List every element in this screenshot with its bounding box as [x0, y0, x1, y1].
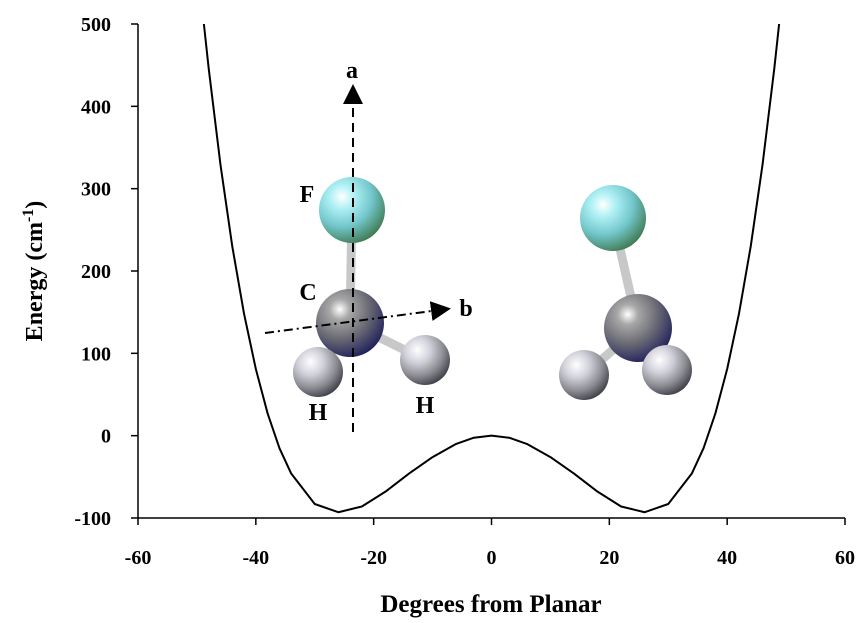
annotation: F [300, 182, 315, 208]
plot-area [203, 14, 780, 512]
x-tick-label: 0 [487, 547, 497, 569]
y-tick-label: 200 [81, 261, 111, 283]
chart: -100 0 100 200 300 400 500 -60 -40 -20 0 20 40 60 a b… [0, 0, 860, 623]
y-axis-title: Energy (cm-1) [20, 201, 48, 342]
axes: -100 0 100 200 300 400 500 -60 -40 -20 0 20 40 60 [74, 14, 855, 569]
annotation: C [299, 280, 316, 306]
y-tick-label: 100 [81, 343, 111, 365]
atom-f [580, 185, 646, 251]
y-axis-title-sup: -1 [20, 209, 37, 222]
y-tick-label: -100 [74, 508, 111, 530]
y-tick-label: 0 [101, 426, 111, 448]
x-axis-title: Degrees from Planar [380, 591, 601, 618]
x-tick-label: -40 [242, 547, 269, 569]
y-axis-title-part: Energy (cm [22, 222, 48, 341]
atom-h [293, 347, 343, 397]
annotation: b [459, 296, 472, 322]
atom-h [559, 350, 609, 400]
line-series [203, 14, 780, 512]
y-tick-label: 300 [81, 179, 111, 201]
y-tick-label: 500 [81, 14, 111, 36]
annotation: H [309, 400, 328, 426]
x-tick-label: 20 [599, 547, 619, 569]
atom-h [400, 335, 450, 385]
x-tick-label: 40 [717, 547, 737, 569]
annotation: H [416, 393, 435, 419]
annotation: a [346, 58, 358, 84]
x-tick-label: -60 [125, 547, 152, 569]
molecule-left [265, 88, 450, 432]
molecule-right [559, 185, 692, 400]
y-tick-label: 400 [81, 96, 111, 118]
x-tick-label: -20 [360, 547, 387, 569]
x-tick-label: 60 [835, 547, 855, 569]
atom-h [642, 345, 692, 395]
atom-c [316, 289, 384, 357]
y-axis-title-part: ) [22, 201, 48, 209]
